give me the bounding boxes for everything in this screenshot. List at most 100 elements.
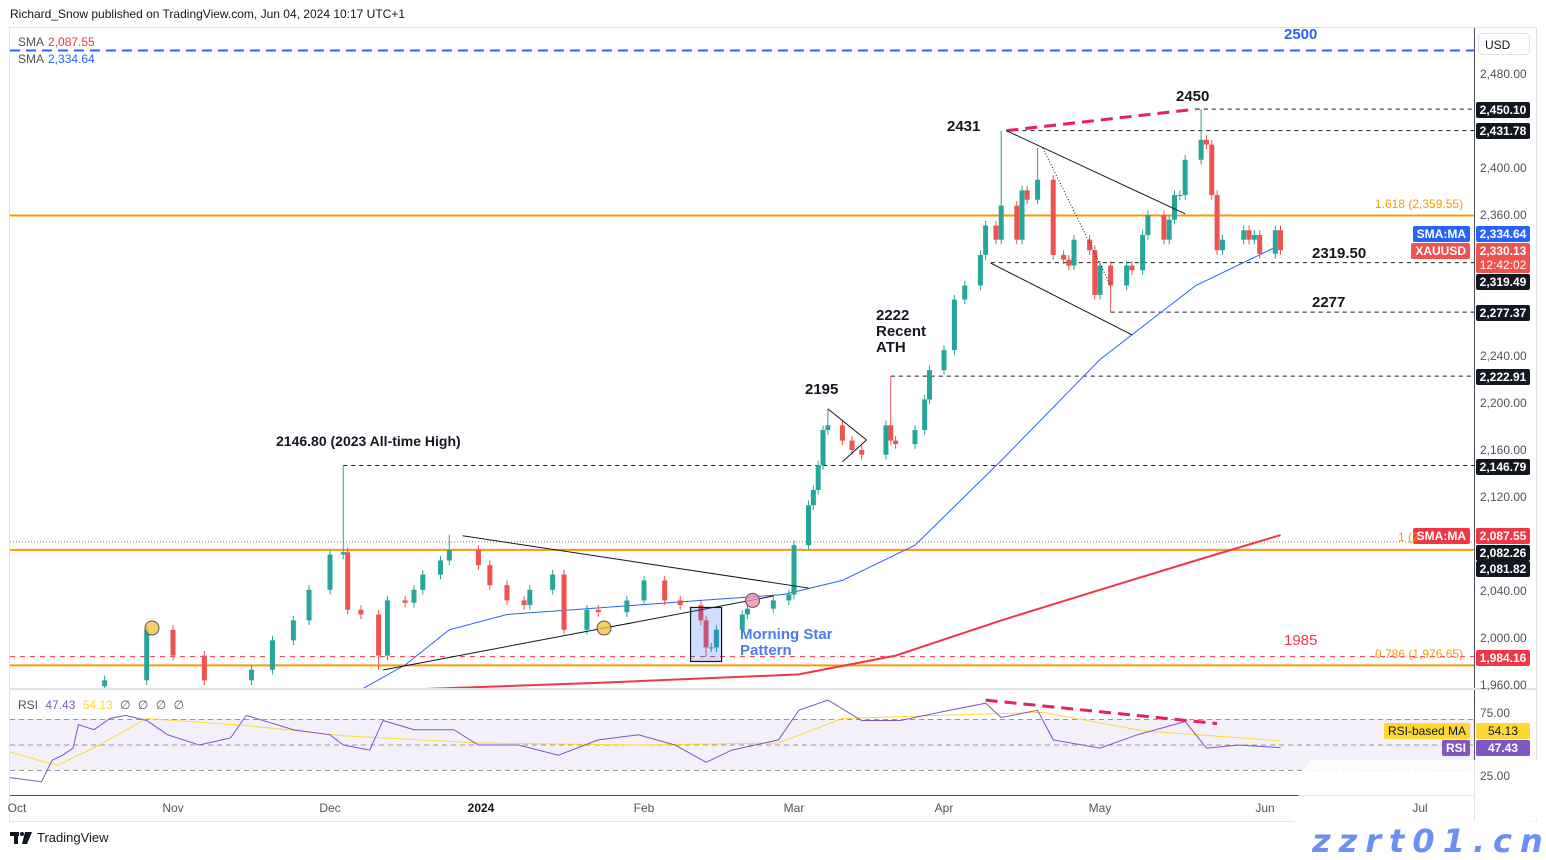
sma-legend-1[interactable]: SMA 2,087.55 bbox=[18, 35, 95, 49]
sma-legend-value: 2,087.55 bbox=[48, 35, 95, 49]
candle-body bbox=[1108, 265, 1114, 286]
sma-ma-name-tag: SMA:MA bbox=[1412, 226, 1470, 242]
candle-body bbox=[770, 600, 776, 609]
candle-body bbox=[698, 605, 704, 621]
trendline-triangle-upper bbox=[462, 535, 809, 589]
label-2319[interactable]: 2319.50 bbox=[1312, 245, 1367, 262]
candle-body bbox=[983, 225, 989, 255]
time-axis-label: Dec bbox=[319, 801, 341, 815]
rsi-tag: 47.43 bbox=[1476, 740, 1530, 756]
candle-body bbox=[859, 450, 865, 455]
price-axis-label: 2,200.00 bbox=[1480, 396, 1527, 410]
sma-legend-label: SMA bbox=[18, 52, 45, 66]
candle-body bbox=[739, 614, 745, 630]
candle-body bbox=[849, 440, 855, 450]
fib-label-0786: 0.786 (1,976.65) bbox=[1375, 647, 1464, 661]
candle-body bbox=[437, 560, 443, 575]
drawings[interactable] bbox=[144, 107, 1196, 671]
price-axis-label: 2,040.00 bbox=[1480, 584, 1527, 598]
candle-body bbox=[677, 600, 683, 606]
candle-body bbox=[550, 574, 556, 590]
candle-body bbox=[1203, 139, 1209, 145]
candle-body bbox=[1251, 234, 1257, 240]
candle-body bbox=[249, 669, 254, 681]
candle-body bbox=[504, 585, 510, 601]
pane-separator[interactable] bbox=[10, 688, 1537, 690]
rsi-legend[interactable]: RSI 47.43 54.13 ∅ ∅ ∅ ∅ bbox=[18, 698, 184, 712]
label-2450[interactable]: 2450 bbox=[1176, 88, 1210, 105]
price-tag-2319: 2,319.49 bbox=[1476, 274, 1530, 290]
candle-body bbox=[1071, 239, 1077, 266]
label-2195[interactable]: 2195 bbox=[805, 381, 839, 398]
candle-body bbox=[584, 609, 590, 630]
candle-body bbox=[708, 647, 714, 649]
label-2277[interactable]: 2277 bbox=[1312, 294, 1346, 311]
tradingview-logo-icon bbox=[10, 831, 32, 844]
candle-body bbox=[384, 600, 390, 656]
price-tag-1984: 1,984.16 bbox=[1476, 650, 1530, 666]
candle-body bbox=[102, 680, 108, 687]
candle-body bbox=[703, 620, 709, 648]
trendline-triangle-lower bbox=[382, 595, 774, 671]
last-price-tag: 2,330.13 12:42:02 bbox=[1476, 243, 1530, 273]
candle-body bbox=[290, 620, 296, 641]
candle-body bbox=[1140, 234, 1146, 271]
candle-body bbox=[1124, 265, 1130, 286]
candle-body bbox=[1209, 144, 1215, 196]
candle-body bbox=[1092, 250, 1098, 295]
price-axis-label: 2,160.00 bbox=[1480, 443, 1527, 457]
candle-body bbox=[825, 425, 831, 431]
candle-body bbox=[402, 600, 408, 603]
price-tag-2081: 2,081.82 bbox=[1476, 561, 1530, 577]
price-axis-label: 2,480.00 bbox=[1480, 67, 1527, 81]
candle-body bbox=[561, 574, 567, 630]
horizontal-levels bbox=[10, 49, 1474, 667]
price-tag-2450: 2,450.10 bbox=[1476, 102, 1530, 118]
candle-body bbox=[1129, 265, 1135, 271]
candle-body bbox=[993, 225, 999, 240]
candle-body bbox=[998, 205, 1004, 240]
candle-body bbox=[1145, 215, 1151, 235]
label-2023-ath[interactable]: 2146.80 (2023 All-time High) bbox=[276, 433, 461, 449]
label-2431[interactable]: 2431 bbox=[947, 118, 981, 135]
price-axis-label: 2,000.00 bbox=[1480, 631, 1527, 645]
candle-body bbox=[1172, 195, 1178, 220]
tradingview-brand: TradingView bbox=[37, 830, 109, 845]
candle-body bbox=[926, 370, 932, 400]
label-2222-recent-ath[interactable]: 2222 Recent ATH bbox=[876, 308, 926, 356]
candle-body bbox=[922, 399, 928, 431]
sma-legend-value: 2,334.64 bbox=[48, 52, 95, 66]
label-1985[interactable]: 1985 bbox=[1284, 632, 1318, 649]
sma50-price-tag: 2,334.64 bbox=[1476, 226, 1530, 242]
candle-body bbox=[340, 552, 346, 555]
candle-body bbox=[327, 554, 333, 590]
candle-body bbox=[662, 580, 668, 601]
candle-body bbox=[1097, 265, 1103, 295]
label-2500[interactable]: 2500 bbox=[1284, 26, 1318, 43]
candle-body bbox=[1024, 190, 1030, 200]
candle-body bbox=[1066, 259, 1072, 266]
candle-body bbox=[376, 614, 382, 656]
price-axis-label: 1,960.00 bbox=[1480, 678, 1527, 692]
sma200-price-tag: 2,087.55 bbox=[1476, 528, 1530, 544]
time-axis-border bbox=[10, 795, 1474, 796]
symbol-name-tag: XAUUSD bbox=[1411, 243, 1470, 259]
candle-body bbox=[358, 609, 364, 615]
candle-body bbox=[624, 600, 630, 613]
rsi-axis-label: 25.00 bbox=[1480, 769, 1511, 783]
currency-button[interactable]: USD bbox=[1478, 33, 1530, 55]
price-tag-2431: 2,431.78 bbox=[1476, 123, 1530, 139]
sma-legend-2[interactable]: SMA 2,334.64 bbox=[18, 52, 95, 66]
candle-body bbox=[820, 430, 826, 466]
candle-body bbox=[1182, 159, 1188, 196]
candle-body bbox=[791, 545, 797, 595]
tradingview-logo[interactable]: TradingView bbox=[10, 830, 109, 845]
publish-info: Richard_Snow published on TradingView.co… bbox=[10, 7, 406, 21]
morning-star-box bbox=[689, 606, 723, 663]
candle-body bbox=[475, 549, 481, 566]
candle-body bbox=[744, 608, 750, 615]
label-morning-star[interactable]: Morning Star Pattern bbox=[740, 627, 833, 659]
candle-body bbox=[144, 629, 150, 681]
trendline-channel-upper bbox=[1006, 130, 1186, 215]
